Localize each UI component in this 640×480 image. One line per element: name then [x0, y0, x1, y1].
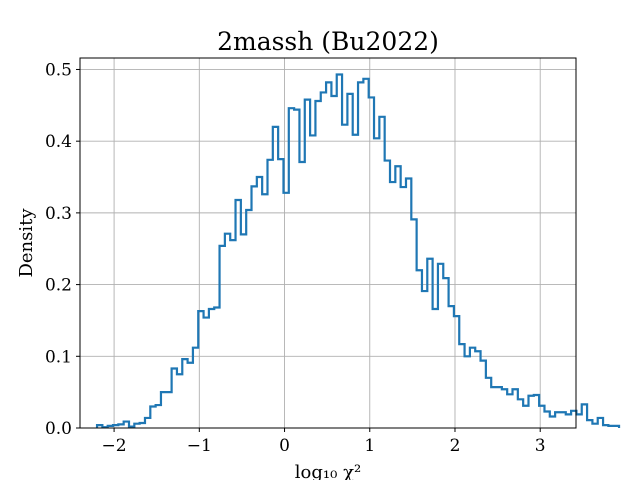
- y-axis-ticks: 0.0 0.1 0.2 0.3 0.4 0.5: [45, 60, 80, 439]
- y-tick-label: 0.0: [45, 419, 72, 439]
- y-tick-label: 0.5: [45, 60, 72, 80]
- y-tick-label: 0.1: [45, 347, 72, 367]
- x-tick-label: 3: [535, 436, 546, 456]
- chart-title: 2massh (Bu2022): [217, 27, 439, 56]
- x-tick-label: 1: [364, 436, 375, 456]
- x-axis-label: log₁₀ χ²: [295, 462, 361, 480]
- x-tick-label: −1: [187, 436, 212, 456]
- plot-frame: [79, 57, 577, 429]
- y-tick-label: 0.3: [45, 204, 72, 224]
- grid-lines: [80, 58, 576, 429]
- y-tick-label: 0.2: [45, 276, 72, 296]
- x-tick-label: 2: [450, 436, 461, 456]
- y-axis-label: Density: [16, 208, 37, 278]
- x-tick-label: 0: [279, 436, 290, 456]
- x-axis-ticks: −2 −1 0 1 2 3: [102, 428, 546, 456]
- x-tick-label: −2: [102, 436, 127, 456]
- histogram-series-line: [95, 73, 621, 429]
- y-tick-label: 0.4: [45, 132, 72, 152]
